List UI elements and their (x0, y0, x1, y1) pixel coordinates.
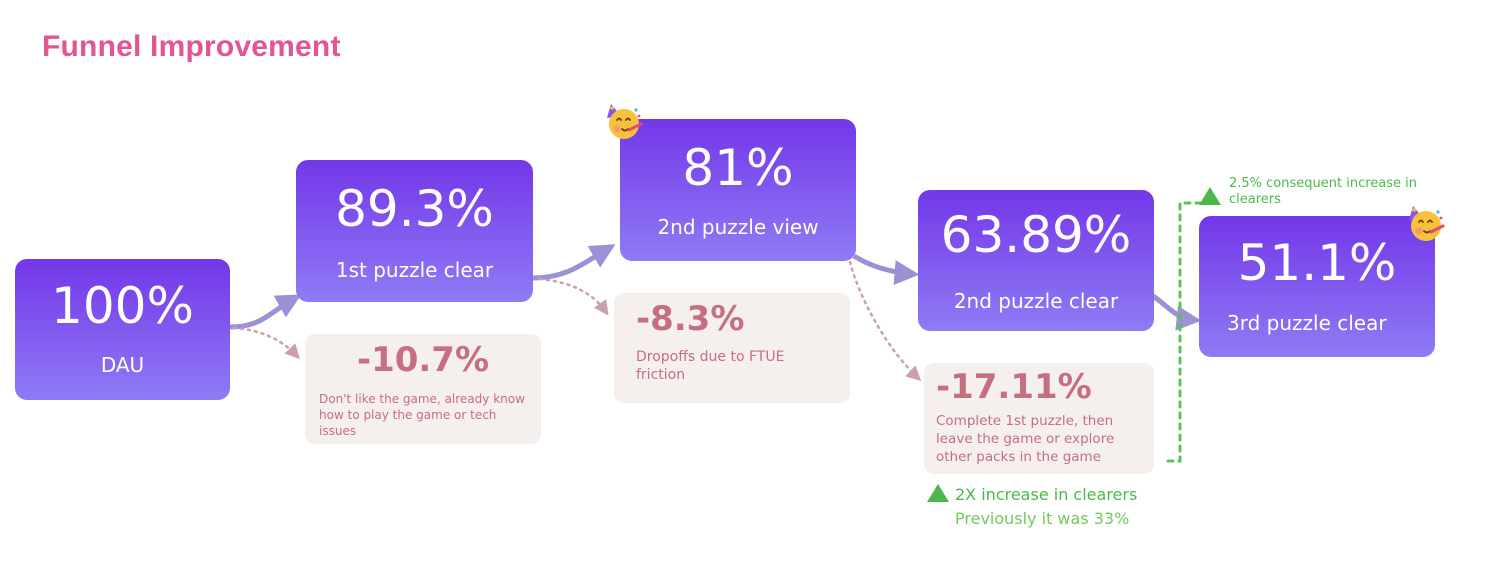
party-face-icon (607, 104, 643, 139)
stage-percent: 63.89% (940, 206, 1132, 264)
page-title: Funnel Improvement (42, 30, 341, 63)
improvement-bracket (1166, 201, 1202, 463)
stage-1st-puzzle-clear: 89.3% 1st puzzle clear (296, 160, 533, 302)
stage-percent: 51.1% (1237, 234, 1397, 292)
dropoff-arrow-3 (848, 260, 922, 382)
dropoff-arrow-1 (232, 326, 301, 360)
stage-percent: 89.3% (335, 180, 494, 238)
stage-2nd-puzzle-clear: 63.89% 2nd puzzle clear (918, 190, 1154, 331)
dropoff-card-1: -10.7% Don't like the game, already know… (305, 334, 541, 444)
flow-arrow-4 (1151, 293, 1202, 331)
triangle-up-icon (927, 484, 949, 502)
stage-percent: 100% (51, 277, 194, 335)
stage-label: DAU (100, 353, 145, 377)
flow-arrow-1 (229, 294, 302, 330)
stage-2nd-puzzle-view: 81% 2nd puzzle view (620, 119, 856, 261)
dropoff-card-2: -8.3% Dropoffs due to FTUE friction (614, 293, 850, 403)
dropoff-percent: -17.11% (936, 367, 1092, 407)
flow-arrow-3 (852, 253, 920, 286)
improvement-secondary-text: 2.5% consequent increase in clearers (1229, 176, 1418, 208)
improvement-sub: Previously it was 33% (955, 509, 1130, 528)
party-face-icon (1409, 206, 1445, 241)
stage-dau: 100% DAU (15, 259, 230, 400)
dropoff-percent: -8.3% (636, 299, 745, 339)
dropoff-percent: -10.7% (356, 340, 490, 380)
improvement-headline: 2X increase in clearers (955, 485, 1138, 504)
dropoff-card-3: -17.11% Complete 1st puzzle, then leave … (924, 363, 1154, 474)
flow-arrow-2 (532, 244, 616, 281)
stage-label: 2nd puzzle view (657, 215, 819, 239)
dropoff-arrow-2 (538, 277, 609, 316)
stage-label: 3rd puzzle clear (1227, 311, 1387, 335)
stage-label: 1st puzzle clear (335, 258, 494, 282)
triangle-up-icon (1199, 187, 1221, 205)
dropoff-description: Don't like the game, already know how to… (319, 392, 525, 438)
dropoff-description: Dropoffs due to FTUE friction (636, 349, 785, 384)
dropoff-description: Complete 1st puzzle, then leave the game… (936, 413, 1115, 465)
stage-label: 2nd puzzle clear (953, 289, 1119, 313)
stage-percent: 81% (682, 139, 794, 197)
stage-3rd-puzzle-clear: 51.1% 3rd puzzle clear (1199, 216, 1435, 357)
